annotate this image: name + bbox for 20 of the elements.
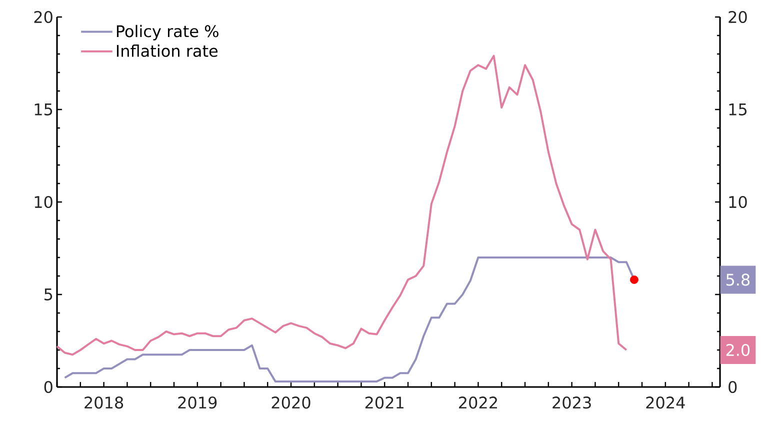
x-tick-label: 2018: [84, 396, 124, 409]
y2-tick-label: 10: [729, 196, 747, 208]
x-tick-label: 2020: [272, 396, 310, 409]
y-tick-label: 15: [34, 104, 52, 116]
y2-tick-label: 20: [728, 10, 747, 24]
x-tick-label: 2022: [459, 396, 497, 409]
x-tick-label: 2023: [552, 396, 591, 409]
x-tick-label: 2021: [365, 396, 404, 409]
y2-tick-label: 15: [729, 104, 747, 116]
y-tick-label: 10: [34, 196, 52, 208]
text: 5.8: [726, 274, 750, 286]
y-tick-label: 5: [44, 288, 52, 300]
y-tick-label: 20: [34, 10, 52, 24]
y-tick-label: 0: [44, 380, 52, 394]
legend-label: Inflation rate: [116, 44, 218, 57]
y2-tick-label: 0: [728, 380, 737, 394]
x-tick-label: 2024: [646, 396, 685, 409]
text: 2.0: [726, 344, 750, 356]
legend-label: Policy rate %: [116, 24, 218, 40]
x-tick-label: 2019: [178, 396, 217, 409]
